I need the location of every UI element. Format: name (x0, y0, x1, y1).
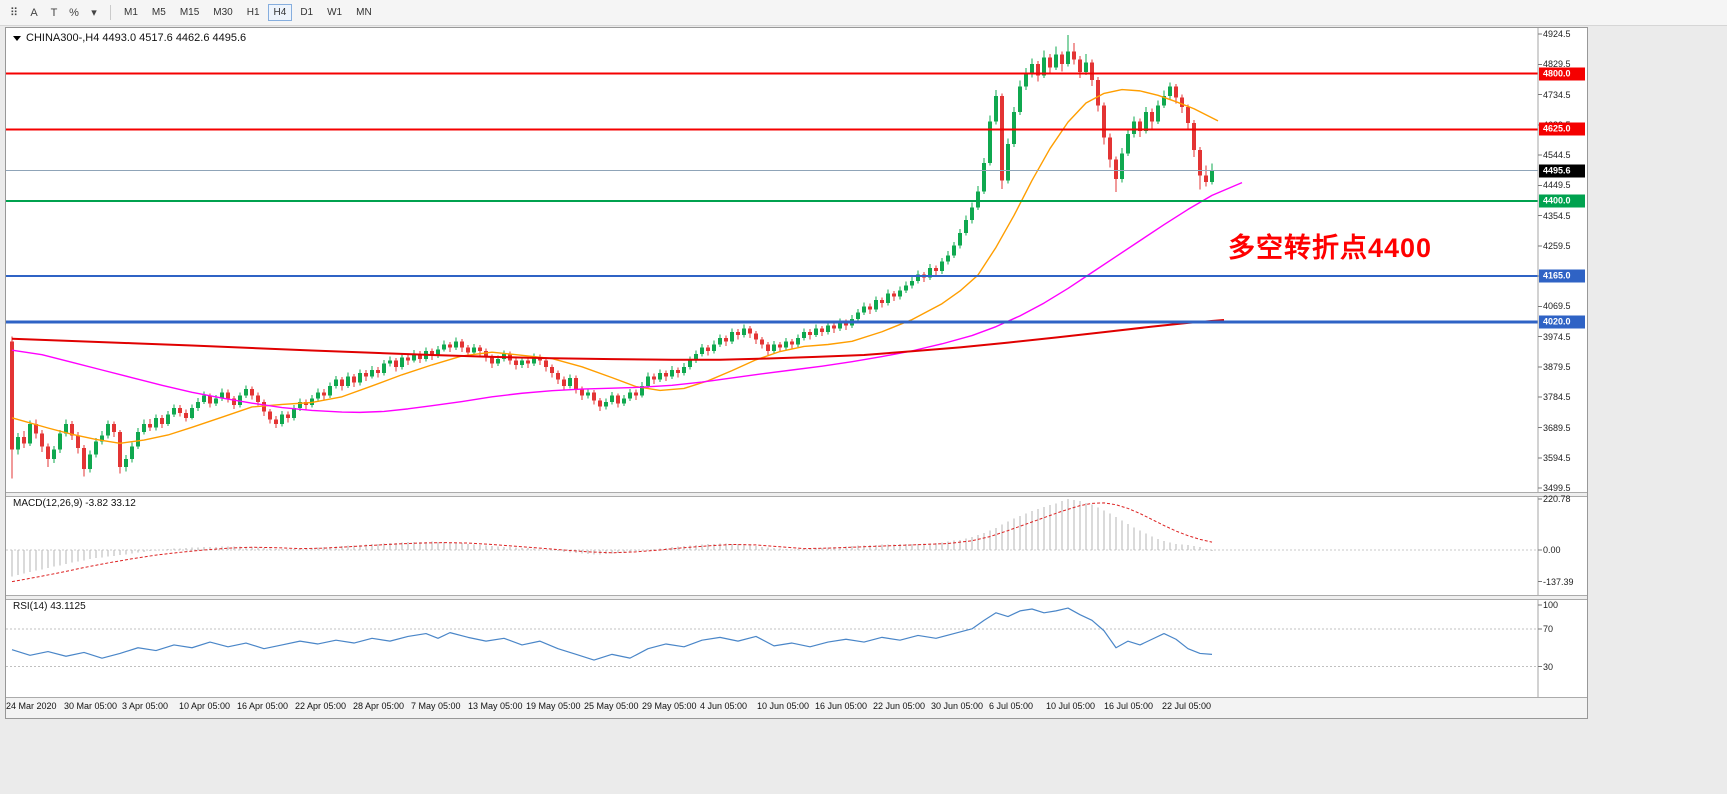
panel-divider[interactable] (6, 492, 1587, 497)
timeframe-button-H1[interactable]: H1 (246, 7, 260, 18)
symbol-dropdown-icon[interactable] (13, 35, 21, 41)
rsi-label: RSI(14) 43.1125 (13, 601, 86, 612)
timeframe-button-M1[interactable]: M1 (124, 7, 138, 18)
timeframe-button-D1[interactable]: D1 (300, 7, 314, 18)
dropdown-caret-icon[interactable]: ▾ (91, 7, 97, 19)
timeframe-button-M15[interactable]: M15 (179, 7, 200, 18)
chart-title: CHINA300-,H4 4493.0 4517.6 4462.6 4495.6 (13, 32, 246, 44)
panel-divider[interactable] (6, 595, 1587, 600)
chart-annotation: 多空转折点4400 (1228, 233, 1433, 263)
zoom-tool[interactable]: % (69, 6, 79, 19)
timeframe-buttons: M1 M5 M15 M30 H1 H4 D1 W1 MN (117, 4, 379, 21)
macd-label: MACD(12,26,9) -3.82 33.12 (13, 498, 136, 509)
price-axis[interactable] (1538, 28, 1587, 697)
template-tool[interactable]: T (50, 6, 58, 19)
timeframe-button-M5[interactable]: M5 (151, 7, 166, 18)
toolbar-tools: ⠿ A T% ▾ (4, 4, 104, 22)
toolbar-separator (110, 5, 111, 20)
timeframe-button-H4[interactable]: H4 (267, 4, 293, 21)
timeframe-button-M30[interactable]: M30 (213, 7, 233, 18)
timeframe-button-MN[interactable]: MN (356, 7, 372, 18)
timeframe-button-W1[interactable]: W1 (327, 7, 343, 18)
grip-icon[interactable]: ⠿ (9, 7, 19, 19)
chart-canvas[interactable] (6, 28, 1587, 718)
chart-title-text: CHINA300-,H4 4493.0 4517.6 4462.6 4495.6 (26, 32, 247, 44)
chart-window[interactable]: CHINA300-,H4 4493.0 4517.6 4462.6 4495.6… (5, 27, 1588, 719)
annotations-tool[interactable]: A (30, 6, 38, 19)
toolbar: ⠿ A T% ▾ M1 M5 M15 M30 H1 H4 D1 W1 MN (0, 0, 1727, 26)
time-axis[interactable] (6, 697, 1587, 718)
